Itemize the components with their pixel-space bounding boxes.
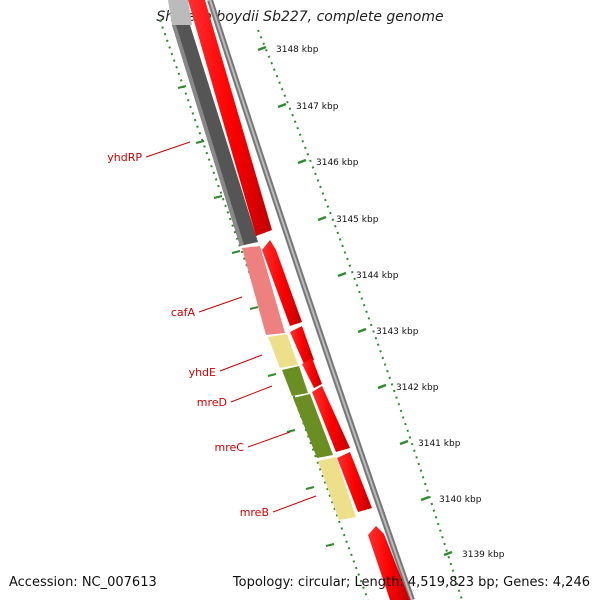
forward-gene-2[interactable] bbox=[262, 240, 302, 326]
tick-label: 3144 kbp bbox=[356, 271, 399, 281]
tick-label: 3139 kbp bbox=[462, 550, 505, 560]
tick-label: 3147 kbp bbox=[296, 102, 339, 112]
tick-mark bbox=[317, 215, 327, 222]
tick-mark bbox=[399, 439, 409, 446]
forward-gene-4[interactable] bbox=[302, 358, 322, 388]
forward-gene-5[interactable] bbox=[312, 386, 350, 452]
gene-label-mreD[interactable]: mreD bbox=[197, 396, 227, 409]
tick-label: 3141 kbp bbox=[418, 439, 461, 449]
tick-label: 3142 kbp bbox=[396, 383, 439, 393]
gene-block-mreC[interactable] bbox=[293, 394, 333, 458]
forward-gene-6[interactable] bbox=[337, 452, 372, 512]
forward-gene-1[interactable] bbox=[188, 0, 272, 236]
gene-block-top-gray bbox=[168, 0, 192, 25]
tick-label: 3145 kbp bbox=[336, 215, 379, 225]
tick-label: 3143 kbp bbox=[376, 327, 419, 337]
tick-mark bbox=[377, 383, 387, 390]
genome-stats-text: Topology: circular; Length: 4,519,823 bp… bbox=[232, 575, 590, 590]
gene-label-mreB[interactable]: mreB bbox=[240, 506, 269, 519]
gene-label-yhdE[interactable]: yhdE bbox=[189, 366, 216, 379]
accession-text: Accession: NC_007613 bbox=[9, 575, 157, 590]
gene-block-yhdRP-highlight bbox=[172, 25, 244, 246]
tick-label: 3146 kbp bbox=[316, 158, 359, 168]
outer-tick-ring bbox=[257, 29, 463, 600]
forward-gene-3[interactable] bbox=[290, 326, 314, 364]
gene-block-yhdE[interactable] bbox=[268, 334, 298, 368]
tick-mark bbox=[277, 102, 287, 109]
backbone-inner bbox=[209, 0, 413, 600]
forward-gene-7[interactable] bbox=[368, 526, 410, 600]
tick-mark bbox=[420, 495, 430, 502]
gene-label-yhdRP[interactable]: yhdRP bbox=[107, 151, 142, 164]
tick-label: 3148 kbp bbox=[276, 45, 319, 55]
tick-label: 3140 kbp bbox=[439, 495, 482, 505]
kbp-ticks: 3148 kbp 3147 kbp 3146 kbp 3145 kbp 3144 kbp… bbox=[257, 45, 505, 560]
gene-block-mreD[interactable] bbox=[282, 366, 308, 396]
map-title: Shigella boydii Sb227, complete genome bbox=[156, 9, 444, 25]
tick-mark bbox=[443, 550, 453, 557]
tick-mark bbox=[357, 327, 367, 334]
tick-mark bbox=[337, 271, 347, 278]
gene-block-mreB[interactable] bbox=[318, 457, 356, 520]
tick-mark bbox=[297, 158, 307, 165]
inner-ticks bbox=[177, 85, 335, 547]
gene-block-yhdRP[interactable] bbox=[172, 25, 258, 246]
gene-label-cafA[interactable]: cafA bbox=[171, 306, 196, 319]
gene-label-mreC[interactable]: mreC bbox=[215, 441, 245, 454]
gene-block-cafA[interactable] bbox=[242, 246, 285, 335]
tick-mark bbox=[257, 45, 267, 52]
gene-labels: yhdRP cafA yhdE mreD mreC mreB bbox=[107, 141, 317, 519]
